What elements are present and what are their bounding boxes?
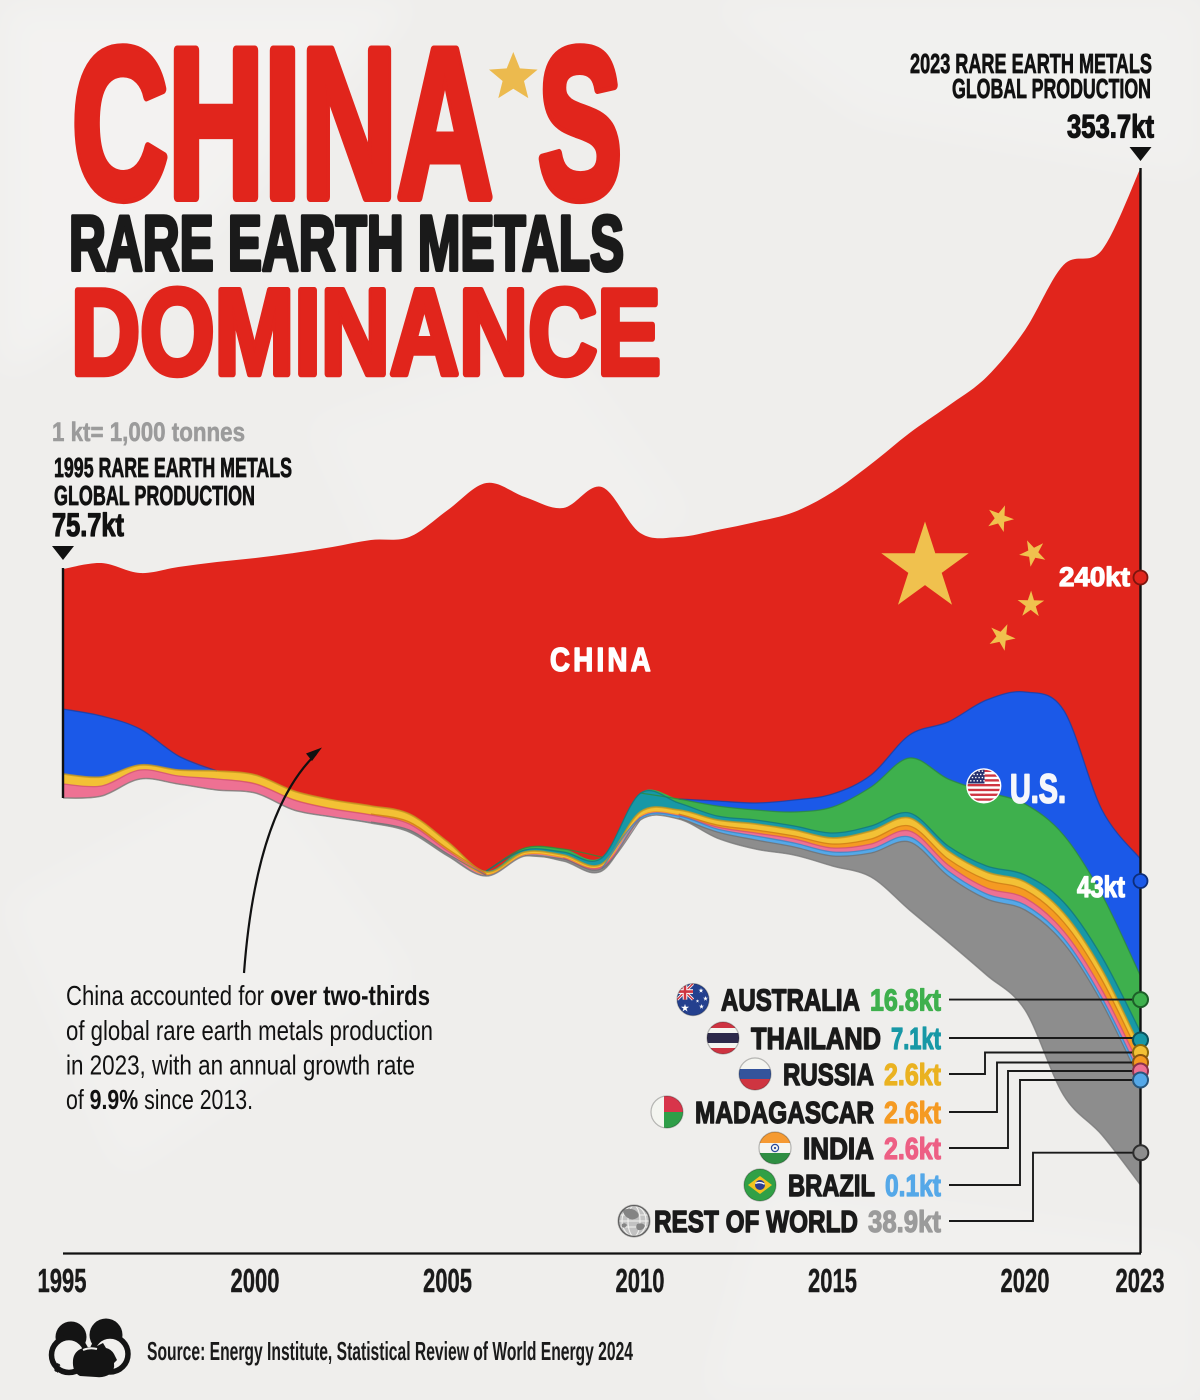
svg-text:2000: 2000 — [231, 1262, 280, 1299]
svg-text:353.7kt: 353.7kt — [1067, 109, 1154, 145]
svg-text:GLOBAL PRODUCTION: GLOBAL PRODUCTION — [54, 480, 255, 511]
svg-text:1 kt= 1,000 tonnes: 1 kt= 1,000 tonnes — [52, 417, 245, 447]
svg-text:DOMINANCE: DOMINANCE — [71, 264, 661, 400]
svg-text:China accounted for over two-t: China accounted for over two-thirds — [66, 980, 430, 1011]
svg-text:1995 RARE EARTH METALS: 1995 RARE EARTH METALS — [54, 452, 292, 483]
svg-text:THAILAND: THAILAND — [751, 1021, 881, 1056]
svg-text:2.6kt: 2.6kt — [884, 1131, 941, 1166]
svg-text:AUSTRALIA: AUSTRALIA — [721, 983, 860, 1018]
svg-text:$: $ — [54, 1361, 61, 1375]
svg-text:2.6kt: 2.6kt — [884, 1095, 941, 1130]
svg-text:2023 RARE EARTH METALS: 2023 RARE EARTH METALS — [910, 48, 1152, 79]
svg-text:2010: 2010 — [616, 1262, 665, 1299]
svg-text:U.S.: U.S. — [1010, 766, 1066, 812]
svg-text:in 2023, with an annual growth: in 2023, with an annual growth rate — [66, 1050, 415, 1081]
svg-text:7.1kt: 7.1kt — [891, 1021, 941, 1056]
svg-text:2015: 2015 — [808, 1262, 857, 1299]
svg-text:of 9.9% since 2013.: of 9.9% since 2013. — [66, 1084, 253, 1115]
svg-text:CHINA: CHINA — [72, 5, 493, 243]
svg-text:Source: Energy Institute, Stat: Source: Energy Institute, Statistical Re… — [147, 1336, 633, 1366]
svg-text:43kt: 43kt — [1077, 871, 1125, 904]
svg-text:BRAZIL: BRAZIL — [788, 1168, 875, 1203]
svg-text:1995: 1995 — [38, 1262, 87, 1299]
svg-text:INDIA: INDIA — [803, 1131, 874, 1166]
svg-text:0.1kt: 0.1kt — [885, 1168, 941, 1203]
svg-text:2.6kt: 2.6kt — [884, 1057, 941, 1092]
svg-text:75.7kt: 75.7kt — [52, 507, 124, 543]
svg-text:MADAGASCAR: MADAGASCAR — [695, 1095, 874, 1130]
svg-text:38.9kt: 38.9kt — [868, 1204, 941, 1239]
svg-text:2020: 2020 — [1001, 1262, 1050, 1299]
svg-text:of global rare earth metals pr: of global rare earth metals production — [66, 1015, 433, 1046]
svg-text:RUSSIA: RUSSIA — [783, 1057, 874, 1092]
svg-text:REST OF WORLD: REST OF WORLD — [654, 1204, 858, 1239]
svg-text:S: S — [538, 5, 622, 243]
svg-text:240kt: 240kt — [1059, 562, 1130, 592]
svg-text:CHINA: CHINA — [550, 641, 654, 678]
svg-text:2005: 2005 — [423, 1262, 472, 1299]
svg-text:RARE EARTH METALS: RARE EARTH METALS — [69, 199, 624, 287]
svg-text:GLOBAL PRODUCTION: GLOBAL PRODUCTION — [952, 73, 1151, 104]
svg-text:16.8kt: 16.8kt — [870, 983, 941, 1018]
svg-text:2023: 2023 — [1116, 1262, 1165, 1299]
